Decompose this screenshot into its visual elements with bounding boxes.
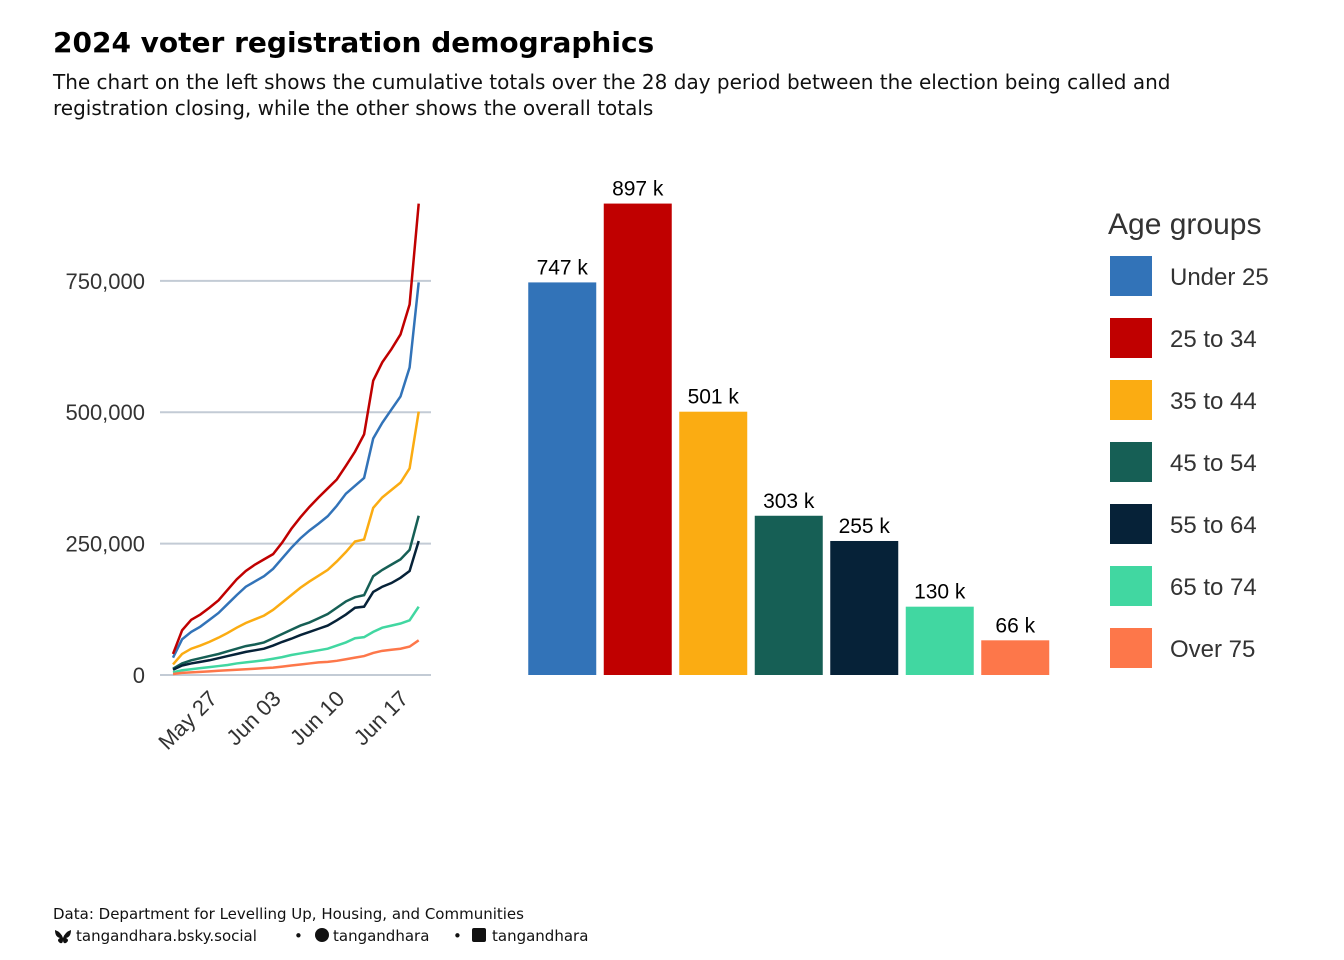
line bbox=[172, 411, 420, 666]
data-label: 747 k bbox=[537, 256, 589, 279]
x-tick-label: Jun 10 bbox=[285, 686, 349, 750]
data-label: 897 k bbox=[612, 178, 664, 201]
bar bbox=[679, 411, 748, 675]
legend-label: 35 to 44 bbox=[1170, 388, 1257, 415]
line bbox=[172, 605, 420, 674]
legend-swatch bbox=[1110, 256, 1152, 296]
bar bbox=[981, 640, 1050, 675]
legend-swatch bbox=[1110, 442, 1152, 482]
legend-label: 45 to 54 bbox=[1170, 450, 1257, 477]
data-label: 66 k bbox=[995, 614, 1035, 637]
subtitle: registration closing, while the other sh… bbox=[53, 96, 653, 120]
legend-swatch bbox=[1110, 566, 1152, 606]
legend-swatch bbox=[1110, 504, 1152, 544]
title: 2024 voter registration demographics bbox=[53, 26, 654, 59]
data-label: 501 k bbox=[688, 386, 740, 409]
separator: • bbox=[453, 927, 462, 945]
x-tick-label: Jun 03 bbox=[221, 686, 285, 750]
bar bbox=[528, 282, 597, 675]
bar bbox=[905, 606, 974, 675]
legend-label: Over 75 bbox=[1170, 636, 1255, 663]
y-tick-label: 0 bbox=[133, 663, 145, 688]
github-icon bbox=[315, 928, 329, 942]
handle: tangandhara.bsky.social bbox=[76, 927, 257, 945]
legend-title: Age groups bbox=[1108, 208, 1261, 241]
y-tick-label: 250,000 bbox=[65, 532, 145, 557]
legend-label: 25 to 34 bbox=[1170, 326, 1257, 353]
data-label: 255 k bbox=[839, 515, 891, 538]
data-label: 130 k bbox=[914, 581, 966, 604]
bar bbox=[754, 515, 823, 675]
legend-label: 65 to 74 bbox=[1170, 574, 1257, 601]
line bbox=[172, 540, 420, 671]
line bbox=[172, 515, 420, 670]
bar bbox=[603, 203, 672, 675]
legend-label: Under 25 bbox=[1170, 264, 1269, 291]
y-tick-label: 500,000 bbox=[65, 400, 145, 425]
credits: tangandhara.bsky.social • tangandhara • … bbox=[55, 927, 588, 945]
data-label: 303 k bbox=[763, 490, 815, 513]
legend-label: 55 to 64 bbox=[1170, 512, 1257, 539]
bar bbox=[830, 540, 899, 675]
line bbox=[171, 282, 420, 659]
x-icon bbox=[472, 928, 486, 942]
line bbox=[171, 203, 420, 655]
line bbox=[172, 639, 420, 676]
separator: • bbox=[294, 927, 303, 945]
subtitle: The chart on the left shows the cumulati… bbox=[52, 70, 1170, 94]
handle: tangandhara bbox=[492, 927, 588, 945]
x-tick-label: Jun 17 bbox=[349, 686, 413, 750]
bluesky-icon bbox=[55, 930, 71, 944]
legend-swatch bbox=[1110, 380, 1152, 420]
y-tick-label: 750,000 bbox=[65, 269, 145, 294]
x-tick-label: May 27 bbox=[153, 686, 222, 755]
handle: tangandhara bbox=[333, 927, 429, 945]
legend-swatch bbox=[1110, 318, 1152, 358]
source: Data: Department for Levelling Up, Housi… bbox=[53, 905, 524, 923]
legend-swatch bbox=[1110, 628, 1152, 668]
